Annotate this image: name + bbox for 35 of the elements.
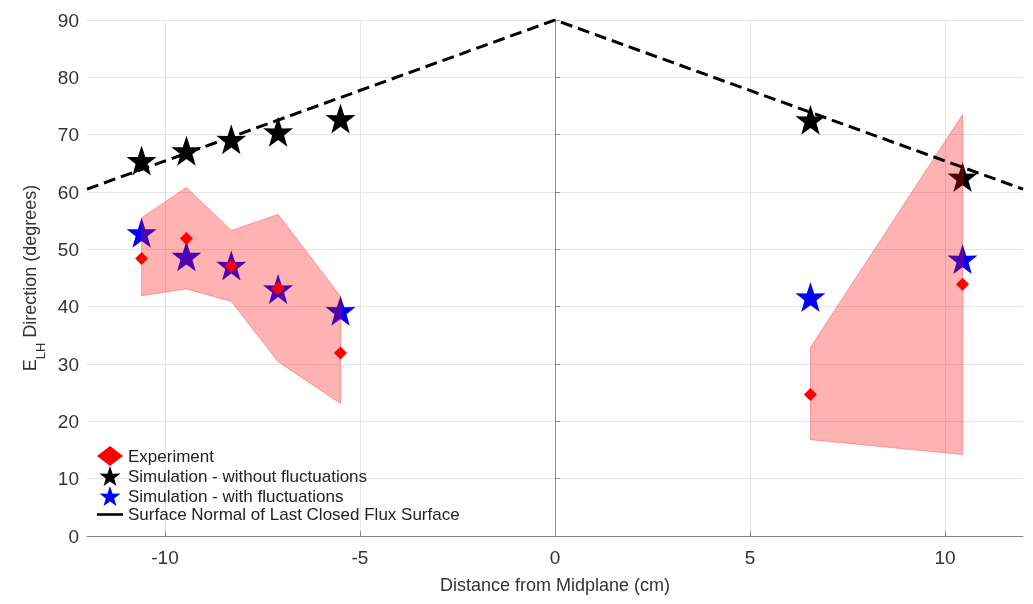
y-tick-label: 10 — [57, 468, 79, 490]
point — [334, 346, 347, 360]
point — [795, 104, 826, 135]
x-tick-label: 0 — [549, 547, 561, 568]
y-tick-label: 90 — [57, 9, 79, 31]
point — [956, 277, 970, 291]
y-tick-label: 0 — [68, 525, 79, 547]
y-axis-title: ELH Direction (degrees) — [19, 184, 48, 372]
point — [126, 217, 157, 248]
x-axis-title: Distance from Midplane (cm) — [439, 575, 671, 595]
point — [179, 231, 193, 245]
x-tick-label: -5 — [351, 547, 369, 568]
point — [947, 162, 978, 193]
point — [135, 252, 149, 266]
y-tick-label: 20 — [57, 410, 79, 432]
point — [795, 281, 826, 312]
y-tick-label: 50 — [57, 238, 79, 260]
point — [171, 241, 202, 272]
point — [325, 295, 356, 326]
y-tick-label: 60 — [57, 181, 79, 203]
x-tick-label: 10 — [934, 547, 956, 568]
y-tick-label: 80 — [57, 66, 79, 88]
y-tick-label: 30 — [57, 353, 79, 375]
y-tick-label: 40 — [57, 296, 79, 318]
x-tick-label: -10 — [151, 547, 179, 568]
point — [803, 387, 817, 401]
legend-label: Simulation - with fluctuations — [128, 486, 344, 506]
legend-label: Experiment — [128, 446, 215, 466]
y-tick-label: 70 — [57, 124, 79, 146]
legend-label: Simulation - without fluctuations — [128, 466, 368, 486]
point — [325, 103, 356, 134]
legend-label: Surface Normal of Last Closed Flux Surface — [128, 505, 460, 524]
point — [126, 145, 157, 176]
x-tick-label: 5 — [744, 547, 756, 568]
point — [947, 244, 978, 275]
